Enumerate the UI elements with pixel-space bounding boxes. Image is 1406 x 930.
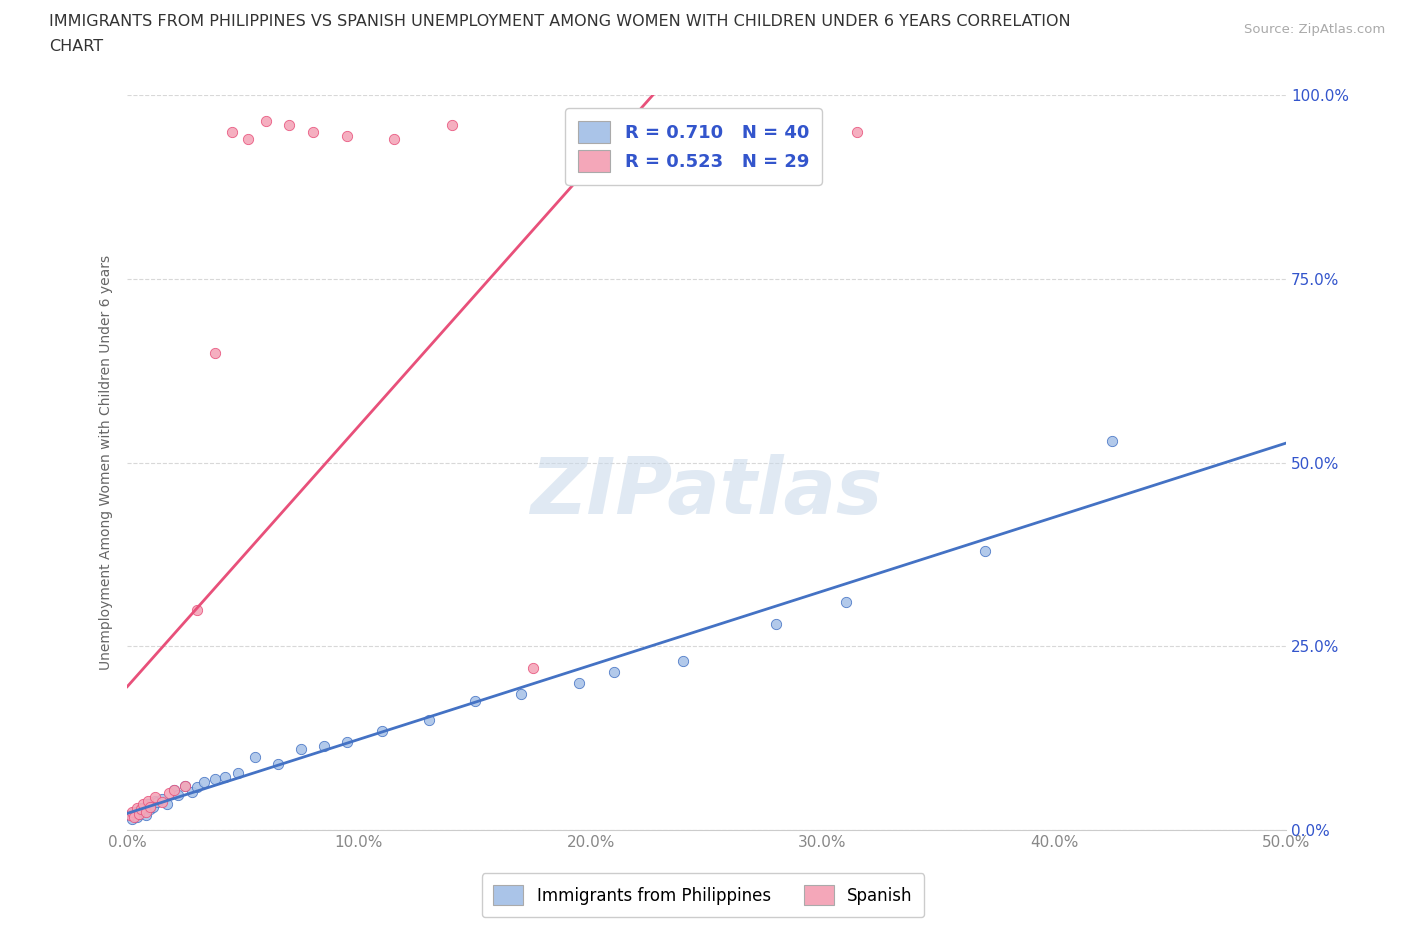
Point [418,712,440,727]
Point [143,793,166,808]
Point [143,790,166,804]
Point [243,750,266,764]
Point [973,543,995,558]
Point [118,808,141,823]
Point [162,782,184,797]
Point [464,694,486,709]
Point [139,799,162,814]
Point [371,724,394,738]
Point [846,125,869,140]
Point [603,665,626,680]
Point [150,794,173,809]
Point [290,742,312,757]
Point [132,797,155,812]
Point [522,661,544,676]
Point [254,113,277,128]
Y-axis label: Unemployment Among Women with Children Under 6 years: Unemployment Among Women with Children U… [100,255,114,671]
Point [122,809,145,824]
Point [236,132,259,147]
Point [267,756,290,771]
Point [125,809,148,824]
Point [603,113,626,128]
Text: CHART: CHART [49,39,103,54]
Point [204,771,226,786]
Point [314,738,336,753]
Point [193,775,215,790]
Point [834,595,856,610]
Point [121,812,143,827]
Point [568,676,591,691]
Point [186,603,208,618]
Point [765,617,787,631]
Legend: R = 0.710   N = 40, R = 0.523   N = 29: R = 0.710 N = 40, R = 0.523 N = 29 [565,108,821,185]
Point [132,804,155,819]
Point [1101,433,1123,448]
Point [146,794,169,809]
Point [228,765,250,780]
Point [118,808,141,823]
Point [278,117,301,132]
Point [136,793,159,808]
Text: Source: ZipAtlas.com: Source: ZipAtlas.com [1244,23,1385,36]
Point [510,686,533,701]
Text: ZIPatlas: ZIPatlas [530,454,883,530]
Point [129,802,152,817]
Legend: Immigrants from Philippines, Spanish: Immigrants from Philippines, Spanish [481,873,925,917]
Point [157,786,180,801]
Point [204,345,226,360]
Point [125,801,148,816]
Point [142,799,165,814]
Point [174,778,197,793]
Point [167,788,190,803]
Point [128,806,150,821]
Point [129,801,152,816]
Point [174,778,197,793]
Point [150,791,173,806]
Point [135,808,157,823]
Point [221,125,243,140]
Point [336,128,359,143]
Point [121,804,143,819]
Point [139,802,162,817]
Point [135,804,157,819]
Point [214,770,236,785]
Point [162,782,184,797]
Point [336,735,359,750]
Point [128,806,150,821]
Point [440,117,463,132]
Point [301,125,323,140]
Text: IMMIGRANTS FROM PHILIPPINES VS SPANISH UNEMPLOYMENT AMONG WOMEN WITH CHILDREN UN: IMMIGRANTS FROM PHILIPPINES VS SPANISH U… [49,14,1071,29]
Point [122,804,145,819]
Point [186,780,208,795]
Point [181,784,204,799]
Point [382,132,405,147]
Point [730,119,752,134]
Point [136,797,159,812]
Point [672,654,695,669]
Point [156,797,179,812]
